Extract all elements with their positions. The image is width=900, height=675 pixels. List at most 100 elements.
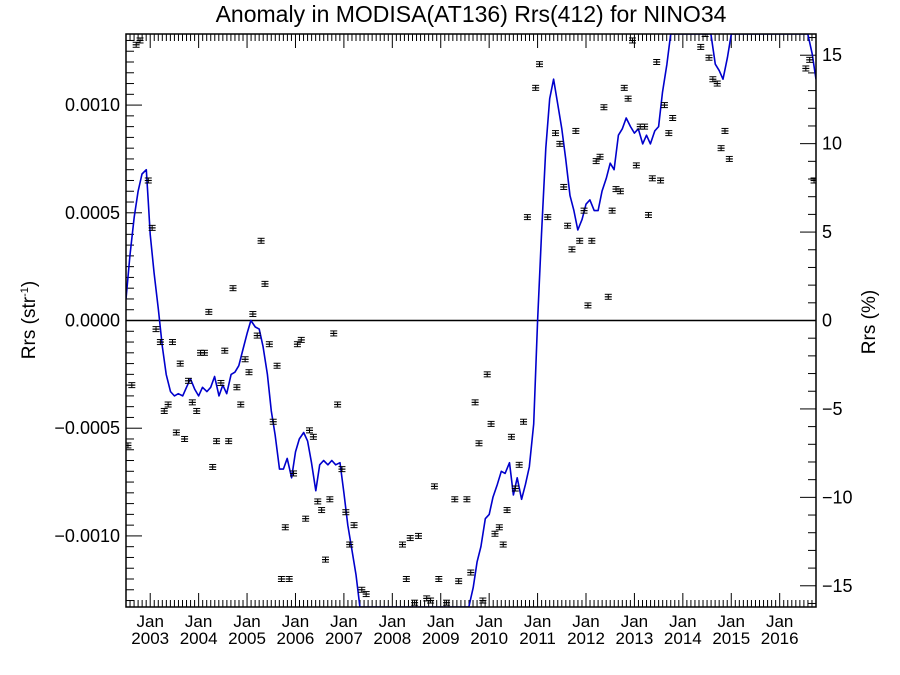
data-point <box>176 360 184 367</box>
data-point <box>560 183 568 190</box>
y-tick-label: 0.0000 <box>65 311 120 331</box>
data-point <box>532 84 540 91</box>
data-point <box>802 65 810 72</box>
data-point <box>608 207 616 214</box>
y-axis-label-left: Rrs (str-1) <box>19 281 40 359</box>
x-tick-label-year: 2004 <box>180 629 218 648</box>
data-point <box>592 158 600 165</box>
x-tick-label-year: 2003 <box>131 629 169 648</box>
data-point <box>213 438 221 445</box>
data-point <box>126 442 132 449</box>
data-point <box>245 369 253 376</box>
data-point <box>628 37 636 44</box>
data-point <box>160 407 168 414</box>
x-tick-label-year: 2009 <box>422 629 460 648</box>
x-tick-label-year: 2014 <box>664 629 702 648</box>
data-point <box>596 153 604 160</box>
data-point <box>229 285 237 292</box>
data-point <box>669 115 677 122</box>
data-point <box>471 399 479 406</box>
data-point <box>427 597 435 604</box>
data-point <box>293 341 301 348</box>
data-point <box>318 507 326 514</box>
data-point <box>411 599 419 606</box>
x-tick-label-month: Jan <box>282 612 309 631</box>
data-point <box>713 80 721 87</box>
data-point <box>430 483 438 490</box>
data-point <box>306 427 314 434</box>
data-point <box>665 130 673 137</box>
x-tick-label-month: Jan <box>669 612 696 631</box>
data-point <box>568 246 576 253</box>
y-tick-label: 0.0005 <box>65 203 120 223</box>
x-tick-label-month: Jan <box>524 612 551 631</box>
x-tick-label-month: Jan <box>136 612 163 631</box>
data-point <box>326 496 334 503</box>
data-point <box>406 535 414 542</box>
data-point <box>701 34 709 37</box>
plot-area: Jan2003Jan2004Jan2005Jan2006Jan2007Jan20… <box>54 33 853 648</box>
data-point <box>414 532 422 539</box>
data-point <box>144 177 152 184</box>
data-point <box>330 330 338 337</box>
data-point <box>479 597 487 604</box>
data-point <box>152 326 160 333</box>
data-point <box>551 130 559 137</box>
y2-tick-label: −5 <box>822 399 843 419</box>
data-point <box>281 524 289 531</box>
data-point <box>261 280 269 287</box>
data-point <box>499 541 507 548</box>
data-point <box>576 237 584 244</box>
data-point <box>483 371 491 378</box>
data-point <box>156 339 164 346</box>
x-tick-label-month: Jan <box>621 612 648 631</box>
anomaly-line <box>126 34 816 607</box>
data-point <box>487 420 495 427</box>
data-point <box>302 515 310 522</box>
data-point <box>225 438 233 445</box>
x-tick-label-month: Jan <box>379 612 406 631</box>
data-point <box>556 140 564 147</box>
data-point <box>241 356 249 363</box>
y-tick-label: 0.0010 <box>65 95 120 115</box>
plot-data-layer <box>126 34 816 607</box>
x-tick-label-year: 2007 <box>325 629 363 648</box>
data-point <box>277 575 285 582</box>
data-point <box>358 586 366 593</box>
data-point <box>402 575 410 582</box>
chart-title: Anomaly in MODISA(AT136) Rrs(412) for NI… <box>216 1 727 27</box>
data-point <box>314 498 322 505</box>
y-tick-label: −0.0005 <box>54 418 120 438</box>
data-point <box>209 463 217 470</box>
y2-tick-label: 5 <box>822 222 832 242</box>
data-point <box>237 401 245 408</box>
data-point <box>184 377 192 384</box>
x-tick-label-year: 2008 <box>373 629 411 648</box>
data-point <box>321 556 329 563</box>
data-point <box>572 127 580 134</box>
data-point <box>705 54 713 61</box>
data-point <box>136 37 144 44</box>
data-point <box>503 507 511 514</box>
data-point <box>398 541 406 548</box>
x-tick-label-month: Jan <box>330 612 357 631</box>
data-point <box>435 575 443 582</box>
data-point <box>616 188 624 195</box>
data-point <box>624 95 632 102</box>
data-point <box>346 541 354 548</box>
data-point <box>334 401 342 408</box>
y-tick-label: −0.0010 <box>54 526 120 546</box>
data-point <box>725 155 733 162</box>
x-tick-label-year: 2013 <box>616 629 654 648</box>
data-point <box>164 401 172 408</box>
data-point <box>257 237 265 244</box>
x-tick-label-year: 2011 <box>519 629 556 648</box>
x-tick-label-month: Jan <box>718 612 745 631</box>
data-point <box>233 384 241 391</box>
data-point <box>132 41 140 48</box>
data-point <box>269 418 277 425</box>
data-point <box>342 509 350 516</box>
data-point <box>297 336 305 343</box>
data-point <box>455 578 463 585</box>
data-point <box>515 461 523 468</box>
